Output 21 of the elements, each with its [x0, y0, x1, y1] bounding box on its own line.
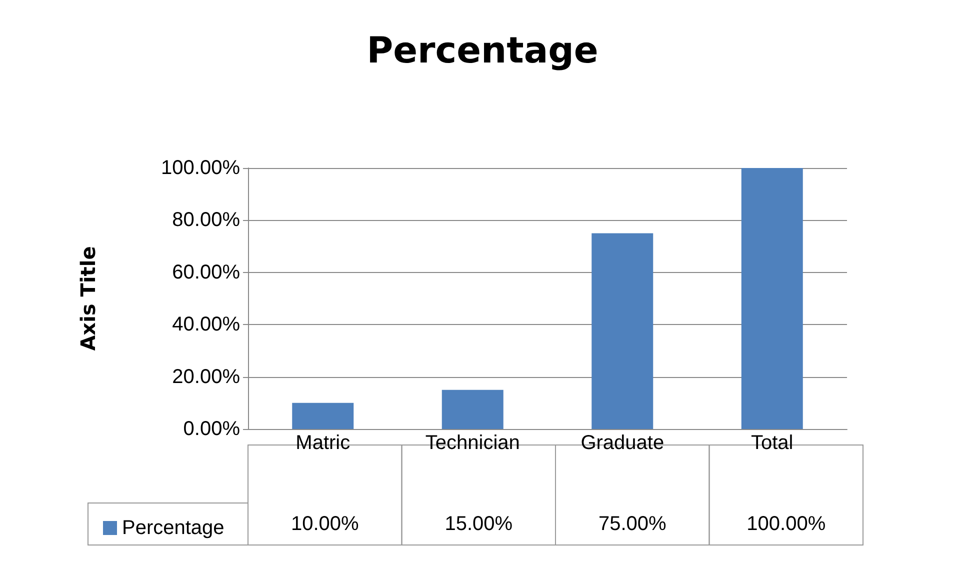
y-tick-label: 80.00% [172, 209, 240, 232]
bar [592, 233, 654, 429]
y-tick-label: 40.00% [172, 314, 240, 336]
bar [292, 402, 354, 429]
y-tick-label: 0.00% [183, 418, 240, 440]
y-tick-label: 100.00% [161, 157, 240, 179]
chart-title: Percentage [366, 30, 598, 72]
data-label: 75.00% [598, 513, 666, 535]
y-axis-title: Axis Title [76, 246, 100, 351]
bar [442, 390, 504, 429]
x-tick-label: Graduate [580, 432, 664, 454]
bar [741, 168, 803, 429]
x-tick-label: Matric [296, 432, 350, 454]
x-tick-label: Total [751, 432, 794, 454]
data-label: 100.00% [746, 513, 826, 535]
y-tick-label: 60.00% [172, 261, 240, 284]
data-label: 10.00% [290, 513, 359, 535]
legend-label: Percentage [122, 517, 224, 539]
y-tick-label: 20.00% [172, 366, 240, 388]
data-label: 15.00% [444, 513, 513, 535]
x-tick-label: Technician [425, 432, 520, 454]
